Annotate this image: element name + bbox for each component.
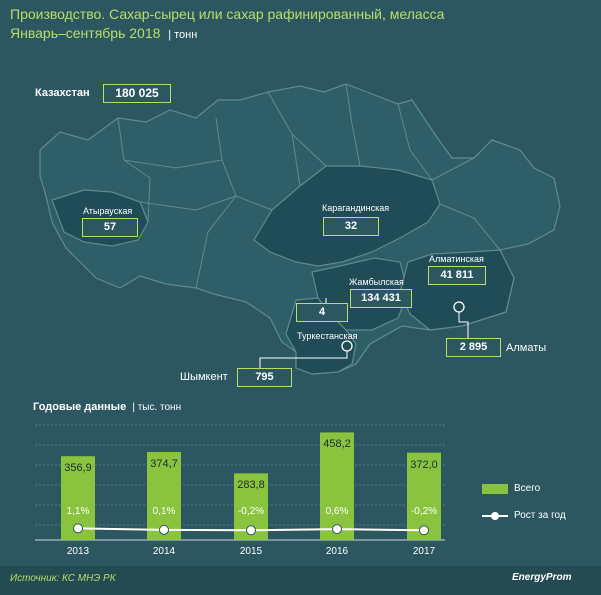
footer (0, 566, 601, 595)
bar-2016 (320, 432, 354, 540)
region-borders (117, 83, 501, 289)
bar-value-label-2014: 374,7 (150, 458, 178, 471)
annual-unit: | тыс. тонн (132, 402, 182, 413)
growth-point-2014 (159, 524, 169, 535)
growth-value-label-2017: -0,2% (410, 506, 438, 517)
region-name-almaty: Алматинская (429, 254, 484, 264)
source-text: Источник: КС МНЭ РК (10, 573, 116, 584)
legend-total-swatch (482, 484, 508, 494)
region-value-atyrau: 57 (82, 218, 138, 237)
x-tick-label-2016: 2016 (325, 546, 349, 557)
growth-value-label-2014: 0,1% (152, 506, 176, 517)
city-value-shymkent: 795 (237, 368, 292, 387)
growth-value-label-2013: 1,1% (66, 506, 90, 517)
country-name: Казахстан (35, 87, 90, 99)
x-tick-label-2015: 2015 (239, 546, 263, 557)
city-name-shymkent: Шымкент (180, 371, 228, 383)
growth-point-2016 (332, 524, 342, 535)
legend-total-label: Всего (514, 483, 541, 494)
x-tick-label-2013: 2013 (66, 546, 90, 557)
region-name-turkestan: Туркестанская (297, 331, 358, 341)
region-value-zhambyl: 134 431 (350, 289, 412, 308)
region-value-karaganda: 32 (323, 217, 379, 236)
energyprom-logo: EnergyProm (512, 572, 572, 583)
growth-point-2015 (246, 525, 256, 536)
bar-value-label-2013: 356,9 (64, 462, 92, 475)
region-name-atyrau: Атырауская (83, 206, 133, 216)
title-unit: | тонн (168, 29, 198, 41)
bar-value-label-2017: 372,0 (410, 458, 438, 471)
country-value: 180 025 (103, 84, 171, 103)
legend-growth-marker (491, 512, 499, 520)
annual-title: Годовые данные (33, 401, 127, 413)
title-period: Январь–сентябрь 2018 (10, 25, 161, 41)
growth-point-2013 (73, 523, 83, 534)
x-tick-label-2017: 2017 (412, 546, 436, 557)
bar-value-label-2015: 283,8 (237, 479, 265, 492)
chart-grid (35, 424, 445, 526)
title-line1: Производство. Сахар-сырец или сахар рафи… (10, 6, 445, 22)
region-value-turkestan: 4 (296, 303, 348, 322)
city-name-almaty: Алматы (506, 342, 547, 354)
region-karaganda (253, 165, 441, 267)
growth-value-label-2015: -0,2% (237, 506, 265, 517)
x-tick-label-2014: 2014 (152, 546, 176, 557)
growth-point-2017 (419, 525, 429, 536)
page-title: Производство. Сахар-сырец или сахар рафи… (10, 5, 444, 45)
region-value-almaty: 41 811 (428, 266, 486, 285)
growth-value-label-2016: 0,6% (325, 506, 349, 517)
region-name-zhambyl: Жамбылская (349, 277, 404, 287)
city-value-almaty: 2 895 (446, 338, 501, 357)
bar-value-label-2016: 458,2 (323, 438, 351, 451)
legend-growth-label: Рост за год (514, 510, 566, 521)
annual-chart-title: Годовые данные | тыс. тонн (33, 401, 181, 413)
region-name-karaganda: Карагандинская (322, 203, 390, 213)
